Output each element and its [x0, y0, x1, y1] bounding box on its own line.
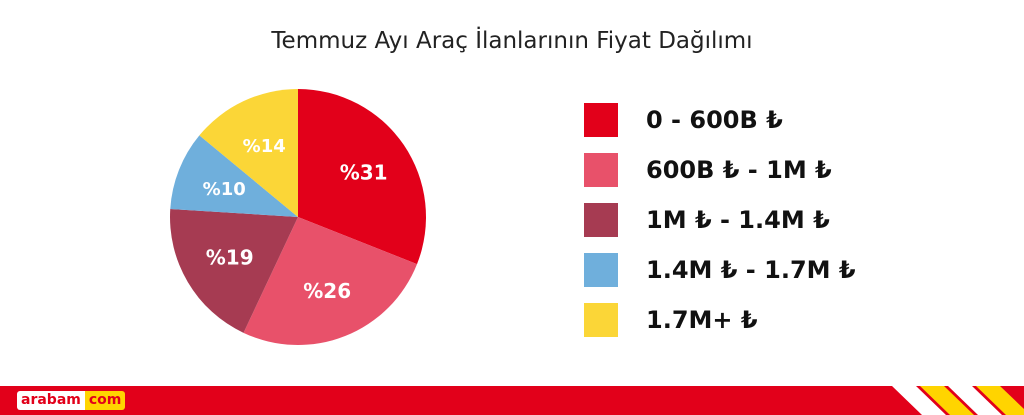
pie-slice [170, 208, 298, 333]
pie-chart: %31 %26 %19 %10 %14 [170, 89, 426, 346]
legend-item: 1.4M ₺ - 1.7M ₺ [584, 251, 856, 289]
legend-item: 0 - 600B ₺ [584, 101, 856, 139]
legend-item: 1.7M+ ₺ [584, 301, 856, 339]
slice-data-label: %26 [303, 279, 351, 303]
legend: 0 - 600B ₺ 600B ₺ - 1M ₺ 1M ₺ - 1.4M ₺ 1… [584, 101, 856, 351]
legend-swatch [584, 103, 618, 137]
legend-label: 1M ₺ - 1.4M ₺ [646, 206, 830, 234]
chart-title: Temmuz Ayı Araç İlanlarının Fiyat Dağılı… [271, 28, 753, 54]
footer-band [0, 386, 1024, 415]
footer-stripe-accent [976, 386, 1024, 415]
legend-swatch [584, 253, 618, 287]
legend-label: 1.4M ₺ - 1.7M ₺ [646, 256, 856, 284]
pie-slice [298, 89, 426, 265]
slice-data-label: %31 [340, 160, 388, 184]
legend-item: 1M ₺ - 1.4M ₺ [584, 201, 856, 239]
slice-data-label: %19 [206, 245, 254, 269]
pie-slice [170, 135, 298, 217]
slice-data-label: %10 [203, 179, 246, 200]
pie-slice [199, 89, 298, 217]
footer-stripe-accent [920, 386, 974, 415]
legend-swatch [584, 303, 618, 337]
slice-data-label: %14 [243, 136, 286, 157]
legend-item: 600B ₺ - 1M ₺ [584, 151, 856, 189]
legend-swatch [584, 203, 618, 237]
footer-stripe [948, 386, 1002, 415]
legend-swatch [584, 153, 618, 187]
footer-band-fill [0, 386, 1024, 415]
footer-stripe [892, 386, 946, 415]
legend-label: 0 - 600B ₺ [646, 106, 783, 134]
logo-text: arabam [17, 391, 85, 410]
logo-suffix: com [84, 391, 126, 410]
legend-label: 1.7M+ ₺ [646, 306, 758, 334]
pie-slice [243, 217, 418, 346]
legend-label: 600B ₺ - 1M ₺ [646, 156, 832, 184]
arabam-logo[interactable]: arabam com [17, 391, 126, 410]
